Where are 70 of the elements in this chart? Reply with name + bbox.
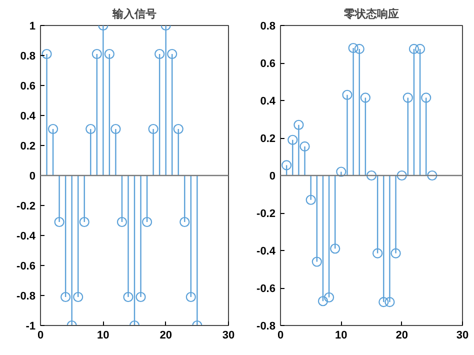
point (136, 292, 146, 302)
x-tick-label: 20 (160, 330, 172, 342)
point (42, 48, 52, 60)
point (300, 141, 310, 152)
point (312, 256, 322, 267)
point (336, 166, 346, 177)
y-tick-label: -0.6 (256, 283, 276, 295)
point (324, 292, 334, 302)
point (73, 292, 84, 302)
x-tick-label: 20 (396, 330, 408, 342)
point (372, 248, 383, 258)
point (48, 124, 58, 134)
y-tick-label: 0.8 (20, 50, 36, 62)
chart-title: 零状态响应 (343, 8, 399, 20)
y-tick-label: 0.4 (260, 96, 276, 108)
point (110, 124, 121, 134)
point (414, 44, 426, 54)
y-tick-label: 0.4 (20, 110, 36, 122)
point (60, 292, 71, 302)
y-tick-label: -0.6 (16, 260, 36, 272)
y-tick-label: -1 (26, 320, 36, 332)
point (360, 92, 370, 103)
point (342, 90, 352, 100)
point (154, 48, 165, 60)
point (142, 216, 152, 228)
point (167, 48, 178, 60)
point (92, 48, 102, 60)
point (79, 216, 90, 228)
point (402, 92, 413, 103)
y-tick-label: 0 (269, 170, 276, 182)
x-tick-label: 0 (277, 330, 284, 342)
y-tick-label: 0.6 (260, 58, 276, 70)
point (421, 92, 432, 103)
y-tick-label: 0.8 (260, 20, 276, 32)
point (104, 48, 114, 60)
y-tick-label: -0.2 (16, 200, 36, 212)
y-tick-label: 0.2 (260, 133, 276, 145)
point (330, 244, 340, 254)
y-tick-label: -0.4 (256, 246, 276, 258)
point (123, 292, 134, 302)
y-tick-label: -0.4 (16, 230, 36, 242)
y-tick-label: -0.8 (16, 290, 36, 302)
y-tick-label: 0 (29, 170, 36, 182)
y-tick-label: -0.8 (256, 320, 276, 332)
x-tick-label: 30 (456, 330, 469, 342)
y-tick-label: 0.6 (20, 80, 36, 92)
y-tick-label: 0.2 (20, 140, 36, 152)
point (282, 160, 292, 170)
point (384, 297, 395, 308)
x-tick-label: 0 (37, 330, 44, 342)
point (86, 124, 96, 134)
point (427, 170, 438, 181)
x-tick-label: 30 (222, 330, 235, 342)
x-tick-label: 10 (97, 330, 110, 342)
point (148, 124, 158, 134)
point (288, 134, 298, 145)
y-tick-label: -0.2 (256, 208, 276, 220)
y-tick-label: 1 (29, 20, 36, 32)
point (180, 216, 190, 228)
point (173, 124, 184, 134)
point (306, 194, 316, 205)
point (54, 216, 64, 228)
point (354, 44, 364, 54)
point (294, 120, 304, 130)
chart-title: 输入信号 (112, 8, 156, 20)
point (116, 216, 128, 228)
point (390, 248, 401, 258)
point (318, 296, 328, 306)
point (186, 292, 196, 302)
x-tick-label: 10 (335, 330, 348, 342)
